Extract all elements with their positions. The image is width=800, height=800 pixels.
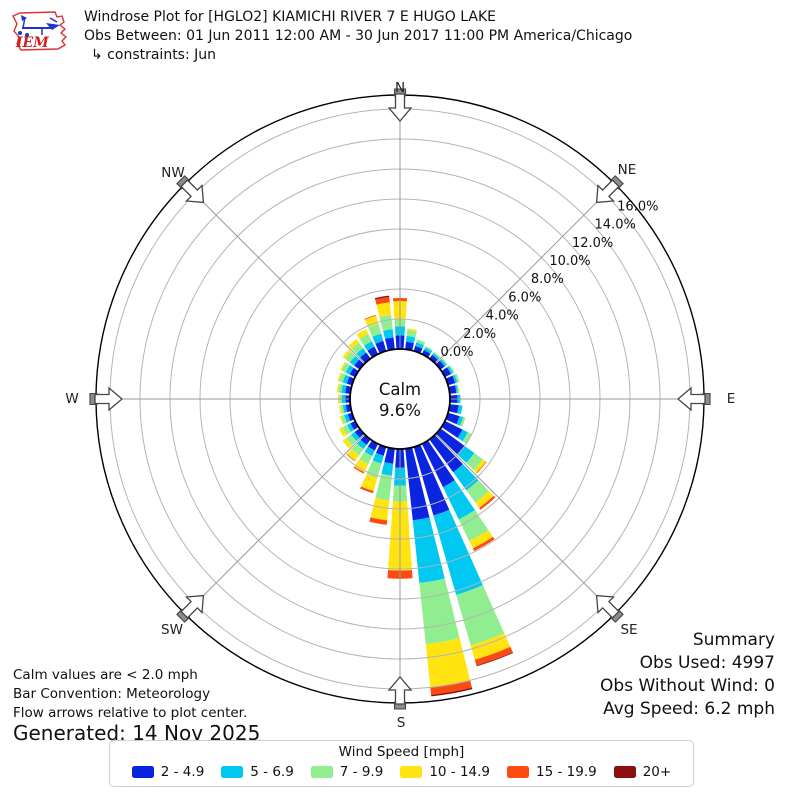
legend-item-label: 7 - 9.9 [339, 764, 384, 780]
note-convention: Bar Convention: Meteorology [13, 686, 211, 702]
flow-arrow-nw [176, 175, 205, 204]
flow-arrows [89, 88, 711, 710]
notes-block: Calm values are < 2.0 mph Bar Convention… [13, 666, 260, 743]
legend-item-label: 20+ [642, 764, 672, 780]
flow-arrow-w [89, 386, 124, 412]
compass-label-w: W [65, 391, 78, 407]
compass-labels: N NE E SE S SW W NW [65, 80, 735, 731]
calm-circle: Calm 9.6% [349, 348, 451, 450]
plot-obs-range: Obs Between: 01 Jun 2011 12:00 AM - 30 J… [84, 28, 633, 44]
flow-arrow-ne [595, 175, 624, 204]
compass-label-e: E [727, 391, 736, 407]
flow-arrow-s [387, 675, 413, 710]
header: Windrose Plot for [HGLO2] KIAMICHI RIVER… [84, 8, 632, 65]
legend-swatch-icon [613, 766, 636, 778]
compass-label-n: N [395, 80, 405, 96]
generated-date: Generated: 14 Nov 2025 [13, 721, 261, 745]
iem-logo: IEM [12, 11, 68, 51]
compass-label-nw: NW [161, 165, 184, 181]
legend-items: 2 - 4.9 5 - 6.9 7 - 9.9 10 - 14.9 15 - 19.9 2… [110, 764, 693, 780]
ring-label: 4.0% [486, 309, 519, 324]
legend-swatch-icon [131, 766, 154, 778]
legend-swatch-icon [400, 766, 423, 778]
compass-label-ne: NE [618, 162, 637, 178]
ring-label: 10.0% [549, 254, 590, 269]
legend-item-4: 10 - 14.9 [400, 764, 490, 780]
ring-label: 12.0% [572, 236, 613, 251]
legend-item-2: 5 - 6.9 [221, 764, 294, 780]
legend-item-6: 20+ [613, 764, 672, 780]
compass-label-se: SE [620, 622, 637, 638]
weather-vane-icon [21, 15, 60, 35]
flow-arrow-se [595, 594, 624, 623]
plot-constraints: ↳ constraints: Jun [91, 47, 217, 63]
note-arrows: Flow arrows relative to plot center. [13, 705, 248, 721]
legend-box: Wind Speed [mph] 2 - 4.9 5 - 6.9 7 - 9.9 10… [109, 740, 694, 787]
legend-item-3: 7 - 9.9 [310, 764, 384, 780]
legend-swatch-icon [310, 766, 333, 778]
legend-swatch-icon [507, 766, 530, 778]
compass-label-s: S [397, 715, 406, 731]
plot-title: Windrose Plot for [HGLO2] KIAMICHI RIVER… [84, 9, 496, 25]
summary-block: Summary Obs Used: 4997 Obs Without Wind:… [600, 629, 775, 721]
summary-avg-speed: Avg Speed: 6.2 mph [603, 699, 775, 719]
iowa-outline [12, 11, 68, 51]
summary-obs-without-wind: Obs Without Wind: 0 [600, 676, 775, 696]
note-calm: Calm values are < 2.0 mph [13, 667, 198, 683]
compass-label-sw: SW [161, 622, 183, 638]
ring-label: 14.0% [595, 218, 636, 233]
legend-item-1: 2 - 4.9 [131, 764, 205, 780]
flow-arrow-e [676, 386, 711, 412]
calm-label: Calm [379, 380, 421, 399]
legend-item-label: 10 - 14.9 [429, 764, 491, 780]
flow-arrow-sw [176, 594, 205, 623]
legend-item-label: 2 - 4.9 [160, 764, 205, 780]
ring-label: 16.0% [617, 199, 658, 214]
legend-item-label: 15 - 19.9 [536, 764, 597, 780]
legend-swatch-icon [221, 766, 244, 778]
legend-item-label: 5 - 6.9 [250, 764, 294, 780]
legend-item-5: 15 - 19.9 [507, 764, 597, 780]
summary-obs-used: Obs Used: 4997 [639, 653, 775, 673]
summary-title: Summary [692, 630, 775, 650]
ring-label: 8.0% [531, 272, 564, 287]
ring-labels: 0.0% 2.0% 4.0% 6.0% 8.0% 10.0% 12.0% 14.0% 16.0% [440, 199, 658, 360]
flow-arrow-n [387, 88, 413, 123]
legend-title: Wind Speed [mph] [338, 744, 465, 760]
ring-label: 6.0% [508, 290, 541, 305]
logo-iem-text: IEM [15, 35, 49, 51]
ring-label: 0.0% [440, 345, 473, 360]
calm-percent: 9.6% [379, 401, 421, 420]
ring-label: 2.0% [463, 327, 496, 342]
